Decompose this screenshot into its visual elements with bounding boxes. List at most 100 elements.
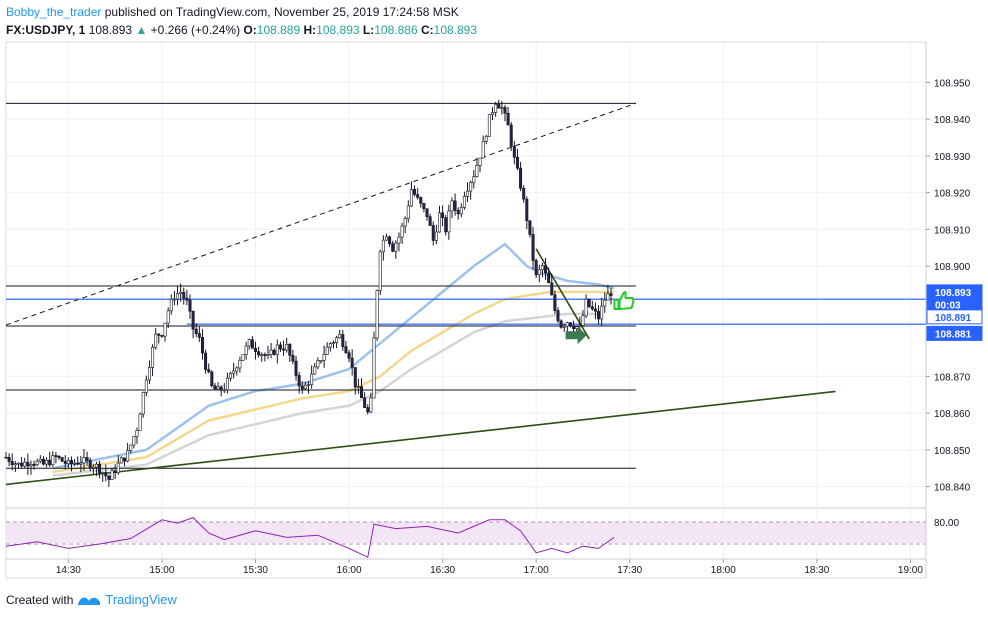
low-value: 108.886: [374, 23, 418, 37]
candle-body: [609, 293, 613, 296]
x-tick-label: 15:30: [243, 565, 268, 576]
candle-body: [587, 298, 591, 308]
rsi-line: [5, 517, 615, 558]
candle-body: [537, 269, 541, 276]
candle-body: [63, 461, 67, 464]
candle-body: [441, 212, 445, 219]
y-tick-label: 108.920: [934, 189, 971, 200]
x-tick-label: 17:30: [617, 565, 642, 576]
candle-body: [322, 354, 326, 361]
candle-body: [472, 176, 476, 184]
published-text: published on TradingView.com, November 2…: [104, 5, 459, 19]
candle-body: [544, 265, 548, 274]
candle-body: [250, 339, 254, 349]
candle-body: [303, 384, 307, 390]
candle-body: [82, 457, 86, 464]
candle-body: [163, 322, 167, 337]
candle-body: [129, 444, 133, 451]
candle-body: [169, 298, 173, 312]
candle-body: [400, 225, 404, 238]
candle-body: [94, 463, 98, 468]
symbol-name[interactable]: FX:USDJPY, 1: [6, 23, 86, 37]
candle-body: [356, 386, 360, 388]
candle-body: [597, 310, 601, 320]
candle-body: [313, 366, 317, 375]
candle-body: [328, 343, 332, 348]
candle-body: [123, 457, 127, 462]
candle-body: [45, 459, 49, 465]
candle-body: [416, 194, 420, 198]
y-tick-label: 108.910: [934, 225, 971, 236]
candle-body: [481, 141, 485, 159]
candle-body: [578, 325, 582, 327]
candle-body: [593, 308, 597, 312]
candle-body: [244, 345, 248, 355]
candle-body: [606, 293, 610, 301]
candle-body: [23, 461, 27, 467]
candle-body: [288, 344, 292, 356]
candle-body: [257, 351, 261, 356]
candle-body: [568, 322, 572, 327]
y-tick-label: 108.930: [934, 152, 971, 163]
candle-body: [191, 310, 195, 330]
candle-body: [151, 346, 155, 368]
candle-body: [204, 352, 208, 370]
candle-body: [20, 462, 24, 467]
moving-averages: [52, 242, 615, 477]
candle-body: [590, 306, 594, 310]
candle-body: [531, 234, 535, 261]
candle-body: [528, 220, 532, 235]
candle-body: [98, 463, 102, 474]
x-tick-label: 18:00: [711, 565, 736, 576]
candle-body: [110, 470, 114, 480]
candle-body: [185, 297, 189, 301]
candle-body: [350, 357, 354, 368]
candle-body: [331, 342, 335, 344]
candle-body: [222, 389, 226, 392]
tradingview-logo-icon: [78, 597, 101, 605]
candle-body: [413, 189, 417, 195]
candle-body: [347, 352, 351, 359]
tradingview-brand[interactable]: TradingView: [105, 592, 177, 607]
candle-body: [235, 367, 239, 372]
candle-body: [73, 462, 77, 465]
candle-body: [263, 354, 267, 356]
candle-body: [7, 457, 11, 462]
candle-body: [41, 458, 45, 465]
x-tick-label: 16:30: [430, 565, 455, 576]
candle-body: [79, 462, 83, 465]
candle-body: [316, 360, 320, 368]
candle-body: [572, 325, 576, 329]
candle-body: [69, 460, 73, 464]
price-label-text: 108.893: [935, 288, 972, 299]
candle-body: [48, 459, 52, 466]
candle-body: [188, 299, 192, 312]
candle-body: [57, 455, 61, 458]
candle-body: [372, 337, 376, 399]
candle-body: [266, 354, 270, 356]
candle-body: [484, 136, 488, 142]
candle-body: [4, 456, 8, 459]
candle-body: [272, 349, 276, 355]
candle-body: [512, 146, 516, 158]
candle-body: [29, 464, 33, 467]
candle-body: [394, 242, 398, 252]
candle-body: [447, 210, 451, 233]
x-tick-label: 17:00: [524, 565, 549, 576]
candle-body: [550, 282, 554, 296]
rsi-band: [6, 522, 926, 543]
candle-body: [325, 346, 329, 355]
candle-body: [241, 354, 245, 361]
x-tick-label: 18:30: [804, 565, 829, 576]
candle-body: [494, 103, 498, 113]
author-link[interactable]: Bobby_the_trader: [6, 5, 102, 19]
thumbs-up-icon: [613, 291, 635, 311]
open-value: 108.889: [256, 23, 301, 37]
y-tick-label: 108.950: [934, 78, 971, 89]
y-tick-label: 108.870: [934, 372, 971, 383]
x-tick-label: 15:00: [149, 565, 174, 576]
candle-body: [525, 198, 529, 221]
candle-body: [229, 373, 233, 379]
candle-body: [194, 328, 198, 334]
